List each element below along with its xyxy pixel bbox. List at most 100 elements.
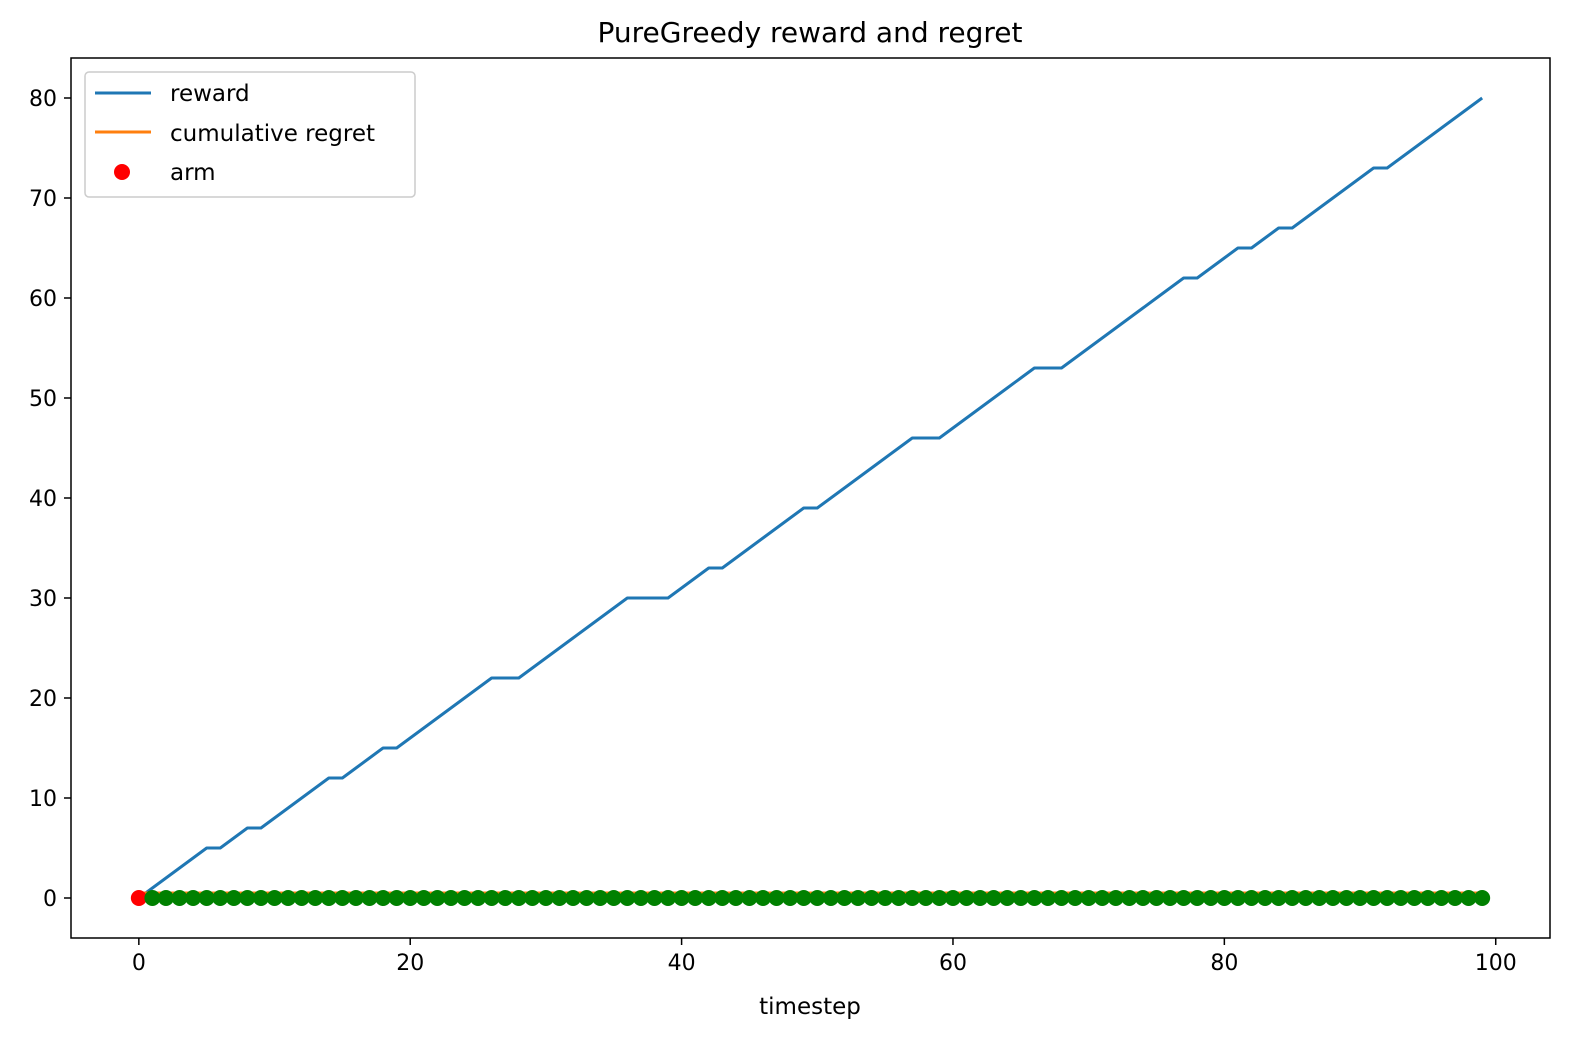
arm-point <box>375 890 392 906</box>
arm-point <box>890 890 907 906</box>
arm-point <box>483 890 500 906</box>
arm-point <box>660 890 677 906</box>
y-tick-label: 10 <box>29 787 57 812</box>
arm-point <box>1107 890 1124 906</box>
arm-point <box>429 890 446 906</box>
arm-point <box>361 890 378 906</box>
arm-point <box>877 890 894 906</box>
arm-point <box>1474 890 1491 906</box>
arm-point <box>849 890 866 906</box>
arm-point <box>1447 890 1464 906</box>
arm-point <box>605 890 622 906</box>
arm-point <box>524 890 541 906</box>
arm-point <box>266 890 283 906</box>
arm-point <box>537 890 554 906</box>
arm-point <box>252 890 269 906</box>
arm-point <box>402 890 419 906</box>
arm-point <box>185 890 202 906</box>
arm-point <box>985 890 1002 906</box>
arm-point <box>551 890 568 906</box>
arm-point <box>999 890 1016 906</box>
arm-point <box>1365 890 1382 906</box>
arm-point <box>1012 890 1029 906</box>
x-tick-label: 0 <box>132 951 146 976</box>
arm-point <box>456 890 473 906</box>
chart-title: PureGreedy reward and regret <box>597 16 1022 49</box>
legend-arm-swatch <box>114 164 130 180</box>
arm-point <box>1229 890 1246 906</box>
legend-arm-label: arm <box>170 160 216 186</box>
arm-point <box>565 890 582 906</box>
arm-point <box>347 890 364 906</box>
arm-point <box>1162 890 1179 906</box>
arm-point <box>334 890 351 906</box>
arm-point <box>1202 890 1219 906</box>
x-tick-label: 100 <box>1475 951 1517 976</box>
y-tick-label: 0 <box>43 887 57 912</box>
arm-point <box>822 890 839 906</box>
arm-point <box>470 890 487 906</box>
arm-point <box>592 890 609 906</box>
arm-point <box>1392 890 1409 906</box>
arm-point <box>1148 890 1165 906</box>
arm-point <box>320 890 337 906</box>
arm-point <box>1433 890 1450 906</box>
arm-point <box>1053 890 1070 906</box>
legend-reward-label: reward <box>170 81 250 107</box>
arm-point <box>415 890 432 906</box>
arm-point <box>1026 890 1043 906</box>
arm-point <box>700 890 717 906</box>
arm-point <box>212 890 229 906</box>
arm-point <box>171 890 188 906</box>
y-tick-label: 20 <box>29 687 57 712</box>
arm-point <box>144 890 161 906</box>
arm-point <box>1311 890 1328 906</box>
arm-point <box>239 890 256 906</box>
arm-point <box>1324 890 1341 906</box>
y-tick-label: 70 <box>29 187 57 212</box>
arm-point <box>646 890 663 906</box>
reward-line <box>137 96 1484 900</box>
arm-point <box>1352 890 1369 906</box>
arm-point <box>782 890 799 906</box>
arm-point <box>714 890 731 906</box>
arm-point <box>497 890 514 906</box>
arm-point <box>619 890 636 906</box>
arm-point <box>1270 890 1287 906</box>
arm-point <box>1284 890 1301 906</box>
arm-point <box>388 890 405 906</box>
arm-point <box>1297 890 1314 906</box>
arm-point <box>1406 890 1423 906</box>
arm-point <box>917 890 934 906</box>
y-tick-label: 40 <box>29 487 57 512</box>
arm-point <box>307 890 324 906</box>
arm-point <box>755 890 772 906</box>
arm-point <box>741 890 758 906</box>
arm-point <box>280 890 297 906</box>
arm-point <box>1134 890 1151 906</box>
arm-point <box>944 890 961 906</box>
arm-point <box>687 890 704 906</box>
arm-point <box>1257 890 1274 906</box>
arm-point <box>157 890 174 906</box>
legend: reward cumulative regret arm <box>84 71 416 198</box>
arm-point <box>1067 890 1084 906</box>
arm-point <box>673 890 690 906</box>
y-tick-label: 50 <box>29 387 57 412</box>
arm-point <box>578 890 595 906</box>
arm-point <box>1379 890 1396 906</box>
x-tick-label: 40 <box>668 951 696 976</box>
arm-point <box>809 890 826 906</box>
arm-point <box>442 890 459 906</box>
legend-regret-label: cumulative regret <box>170 121 375 147</box>
arm-point <box>1189 890 1206 906</box>
arm-point <box>768 890 785 906</box>
arm-point <box>1419 890 1436 906</box>
arm-point <box>1243 890 1260 906</box>
arm-point <box>130 890 147 906</box>
y-tick-label: 80 <box>29 87 57 112</box>
arm-point <box>972 890 989 906</box>
legend-box <box>84 71 416 198</box>
arm-point <box>225 890 242 906</box>
